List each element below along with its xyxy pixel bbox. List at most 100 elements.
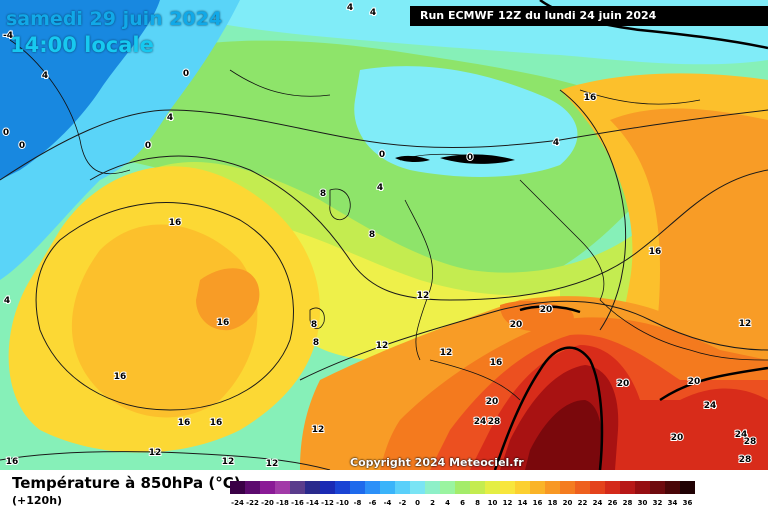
contour-label: 16 xyxy=(649,247,662,257)
bold-contour-line xyxy=(519,305,581,314)
legend-tick-label: 18 xyxy=(548,499,558,507)
contour-label: 4 xyxy=(4,296,10,306)
bold-contour-line xyxy=(493,346,604,470)
legend-swatch xyxy=(545,481,560,494)
legend-swatch xyxy=(275,481,290,494)
legend-swatches xyxy=(230,481,695,494)
legend-swatch xyxy=(590,481,605,494)
contour-label: 4 xyxy=(347,3,353,13)
legend-swatch xyxy=(470,481,485,494)
contour-label: 0 xyxy=(3,128,9,138)
contour-label: 0 xyxy=(467,153,473,163)
coastline xyxy=(579,89,701,105)
legend-tick-label: 2 xyxy=(430,499,435,507)
contour-label: 28 xyxy=(488,417,501,427)
legend-swatch xyxy=(500,481,515,494)
isotherm-contours xyxy=(0,89,768,470)
legend-swatch xyxy=(620,481,635,494)
contour-label: 0 xyxy=(379,150,385,160)
contour-label: 12 xyxy=(312,425,325,435)
legend-swatch xyxy=(305,481,320,494)
contour-label: 12 xyxy=(376,341,389,351)
coastline xyxy=(329,188,351,221)
legend-swatch xyxy=(485,481,500,494)
legend-swatch xyxy=(665,481,680,494)
contour-label: 24 xyxy=(735,430,748,440)
contour-label: 20 xyxy=(671,433,684,443)
weather-map: -4 4 0 4 4 0 0 0 4 0 0 16 4 4 8 16 8 16 4 16 12 8 8 20 20 12 12 12 1… xyxy=(0,0,768,470)
legend-swatch xyxy=(290,481,305,494)
legend-tick-label: 28 xyxy=(623,499,633,507)
legend-tick-label: -2 xyxy=(399,499,407,507)
contour-label: 16 xyxy=(178,418,191,428)
legend-tick-label: -18 xyxy=(276,499,289,507)
contour-label: 12 xyxy=(266,459,279,469)
contour-label: 16 xyxy=(210,418,223,428)
contour-label: 16 xyxy=(6,457,19,467)
legend-swatch xyxy=(245,481,260,494)
coastline xyxy=(9,39,131,175)
map-title: Température à 850hPa (°C) xyxy=(12,474,241,492)
legend-tick-label: 12 xyxy=(503,499,513,507)
legend-swatch xyxy=(335,481,350,494)
bold-contour-line xyxy=(659,366,768,402)
contour-label: 12 xyxy=(417,291,430,301)
coastlines xyxy=(9,39,768,401)
coastline xyxy=(309,307,325,329)
coastline xyxy=(429,359,521,401)
contour-label: 28 xyxy=(744,437,757,447)
legend-tick-label: 0 xyxy=(415,499,420,507)
legend-tick-label: -14 xyxy=(306,499,319,507)
contour-label: 8 xyxy=(311,320,317,330)
contour-label: 0 xyxy=(19,141,25,151)
contour-line xyxy=(0,451,331,470)
contour-label: 16 xyxy=(584,93,597,103)
contour-label: 24 xyxy=(474,417,487,427)
run-info: Run ECMWF 12Z du lundi 24 juin 2024 xyxy=(410,6,768,26)
legend-swatch xyxy=(515,481,530,494)
legend-swatch xyxy=(530,481,545,494)
contour-label: 16 xyxy=(114,372,127,382)
legend-tick-label: 14 xyxy=(518,499,528,507)
legend-tick-label: -6 xyxy=(369,499,377,507)
legend-tick-label: 26 xyxy=(608,499,618,507)
legend-swatch xyxy=(440,481,455,494)
contour-label: 8 xyxy=(369,230,375,240)
legend-swatch xyxy=(320,481,335,494)
forecast-time: 14:00 locale xyxy=(10,33,154,57)
coastline xyxy=(229,69,331,97)
contour-label: 4 xyxy=(377,183,383,193)
contour-label: 20 xyxy=(540,305,553,315)
legend-swatch xyxy=(395,481,410,494)
contour-line xyxy=(299,300,768,381)
contour-label: 8 xyxy=(320,189,326,199)
legend-swatch xyxy=(410,481,425,494)
legend-tick-label: 20 xyxy=(563,499,573,507)
contour-label: 4 xyxy=(553,138,559,148)
field-orange-yellow xyxy=(71,224,258,418)
contour-label: 20 xyxy=(688,377,701,387)
color-scale-legend: -24 -22 -20 -18 -16 -14 -12 -10 -8 -6 -4 -2 0 2 4 6 8 10 1… xyxy=(230,481,695,507)
legend-tick-label: -12 xyxy=(321,499,334,507)
contour-label: 12 xyxy=(440,348,453,358)
legend-tick-label: 24 xyxy=(593,499,603,507)
contour-label: 12 xyxy=(739,319,752,329)
forecast-offset: (+120h) xyxy=(12,494,63,507)
lake xyxy=(395,155,430,163)
contour-line xyxy=(0,109,768,181)
legend-swatch xyxy=(230,481,245,494)
legend-tick-label: 16 xyxy=(533,499,543,507)
legend-tick-label: -20 xyxy=(261,499,274,507)
legend-tick-label: -10 xyxy=(336,499,349,507)
contour-label: 24 xyxy=(704,401,717,411)
legend-swatch xyxy=(350,481,365,494)
legend-swatch xyxy=(650,481,665,494)
lake xyxy=(440,154,515,164)
contour-label: 20 xyxy=(510,320,523,330)
legend-ticks: -24 -22 -20 -18 -16 -14 -12 -10 -8 -6 -4 -2 0 2 4 6 8 10 1… xyxy=(231,499,692,507)
field-pale-cyan-central xyxy=(354,66,578,177)
legend-tick-label: 6 xyxy=(460,499,465,507)
legend-swatch xyxy=(680,481,695,494)
coastline xyxy=(519,179,605,301)
legend-tick-label: -24 xyxy=(231,499,244,507)
